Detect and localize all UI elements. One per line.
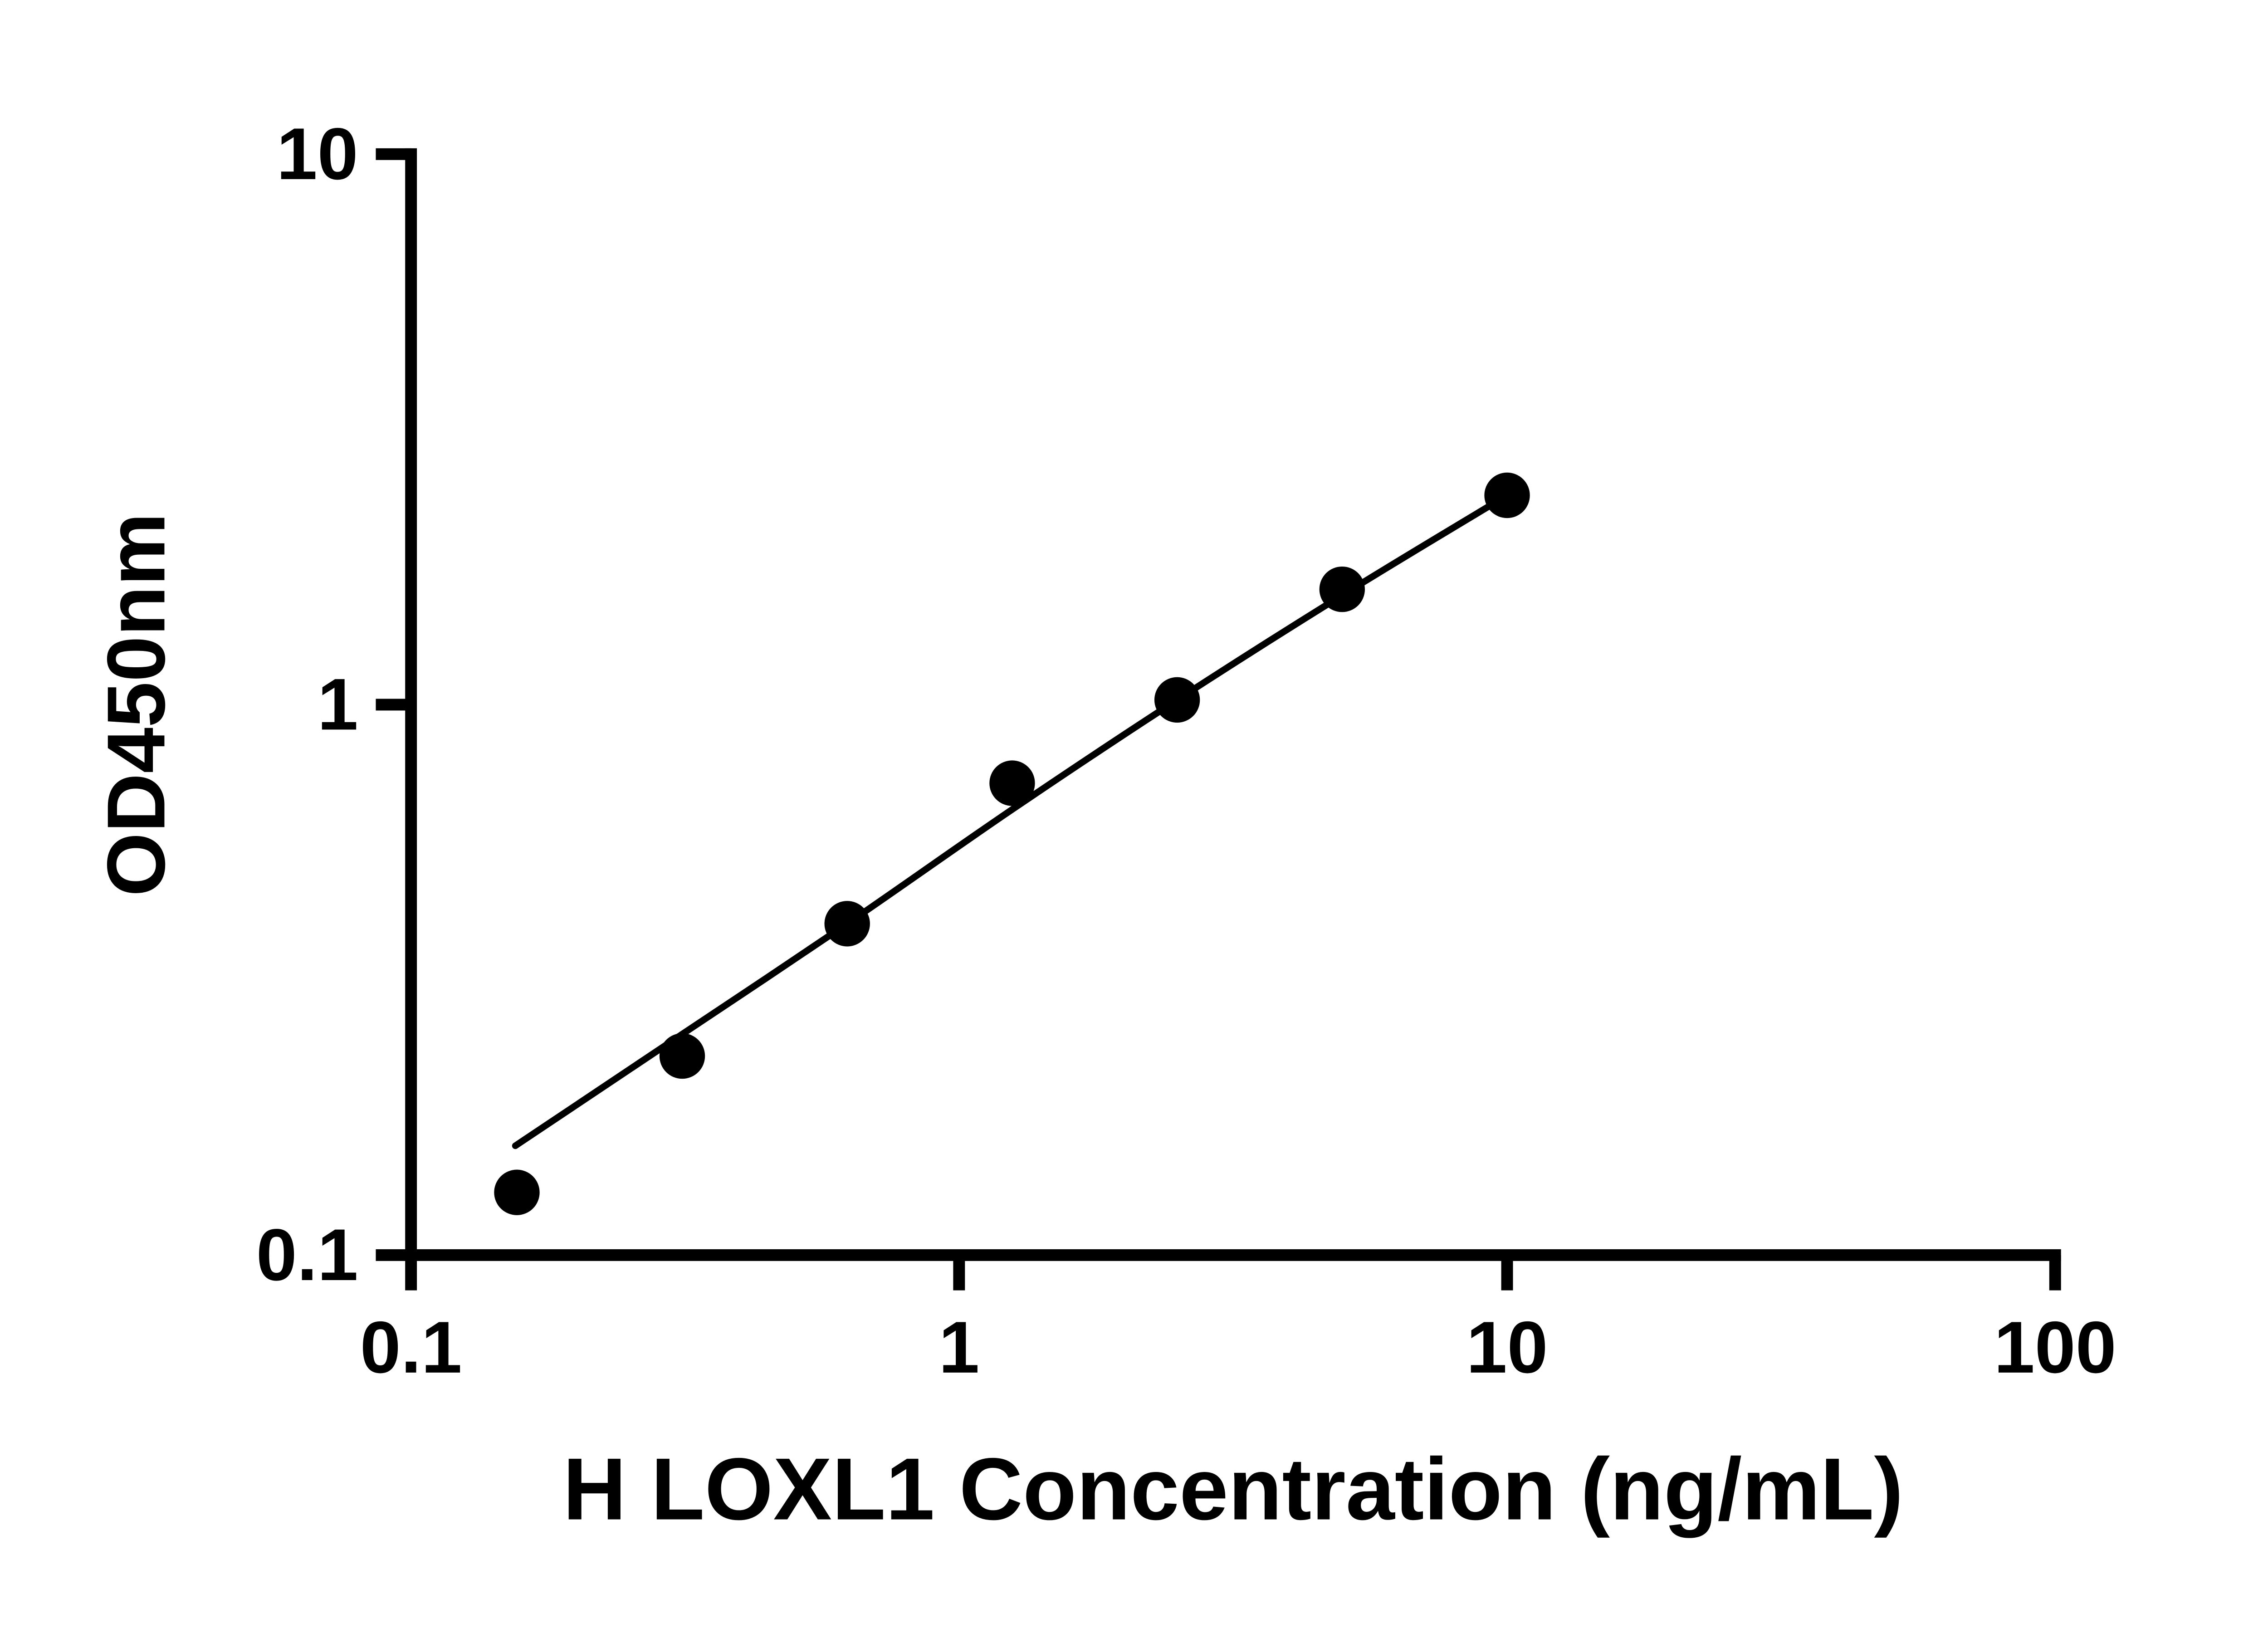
y-axis-title: OD450nm	[90, 513, 182, 896]
x-tick-label: 1	[938, 1307, 979, 1389]
data-point	[1319, 566, 1365, 612]
data-point	[1484, 472, 1530, 518]
y-tick-label: 10	[277, 113, 358, 195]
data-point	[1154, 677, 1200, 723]
y-tick-label: 0.1	[256, 1214, 358, 1296]
data-point	[659, 1033, 705, 1079]
x-tick-label: 10	[1466, 1307, 1548, 1389]
plot-area: 0.1 1 10 100 0.1 1 10	[256, 113, 2116, 1389]
data-point	[989, 760, 1035, 806]
x-axis-title: H LOXL1 Concentration (ng/mL)	[563, 1440, 1903, 1539]
axis-spine	[405, 148, 2061, 1261]
data-point	[824, 901, 870, 947]
x-tick-label: 100	[1994, 1307, 2116, 1389]
data-point	[494, 1169, 540, 1215]
y-tick-label: 1	[318, 664, 358, 745]
x-tick-label: 0.1	[360, 1307, 462, 1389]
